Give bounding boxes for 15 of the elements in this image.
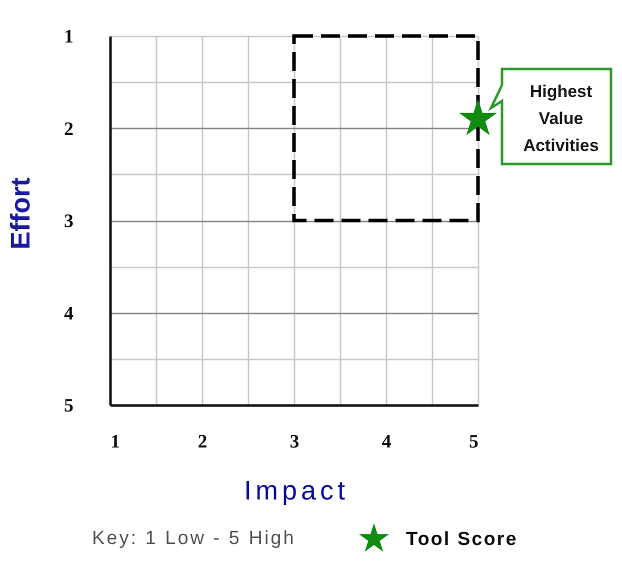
x-tick-label: 2	[198, 432, 208, 452]
x-tick-label: 4	[382, 432, 392, 452]
x-axis-title: Impact	[244, 476, 350, 506]
text: Key: 1 Low - 5 High	[92, 528, 296, 549]
y-tick-label: 2	[64, 118, 74, 140]
annotation: Highest Value Activities	[523, 82, 599, 156]
y-tick-label: 4	[64, 303, 74, 324]
x-tick-label: 3	[290, 432, 300, 452]
x-tick-label: 1	[110, 432, 120, 452]
y-tick-label: 1	[64, 26, 74, 48]
legend-label: Tool Score	[406, 529, 518, 550]
x-tick-label: 5	[469, 432, 478, 452]
y-axis-title: Effort	[6, 178, 36, 250]
y-tick-label: 3	[64, 211, 74, 232]
y-tick-label: 5	[64, 396, 74, 416]
